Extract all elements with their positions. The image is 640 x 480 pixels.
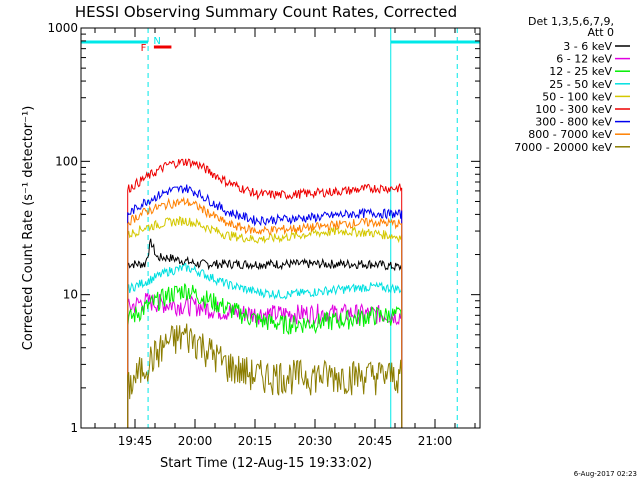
chart-title: HESSI Observing Summary Count Rates, Cor… — [75, 3, 457, 21]
legend-header: Att 0 — [588, 26, 614, 39]
legend-label: 300 - 800 keV — [535, 116, 612, 129]
series-3-6kev — [127, 238, 403, 429]
legend-label: 12 - 25 keV — [549, 65, 612, 78]
legend-label: 50 - 100 keV — [542, 90, 612, 103]
night-flag-label: N — [153, 36, 160, 47]
y-tick-label: 1 — [70, 421, 78, 435]
legend-label: 25 - 50 keV — [549, 78, 612, 91]
x-tick-label: 20:30 — [298, 434, 333, 448]
series-25-50kev — [127, 262, 403, 429]
series-300-800kev — [127, 184, 403, 429]
x-axis: 19:45 20:00 20:15 20:30 20:45 21:00 — [94, 28, 476, 448]
x-tick-label: 20:45 — [358, 434, 393, 448]
series-800-7000kev — [127, 196, 403, 429]
x-tick-label: 19:45 — [118, 434, 153, 448]
series-12-25kev — [127, 283, 403, 429]
series-6-12kev — [127, 292, 403, 429]
legend-header: Det 1,3,5,6,7,9, — [528, 15, 614, 28]
plot-frame — [80, 27, 481, 429]
footer-date: 6-Aug-2017 02:23 — [574, 470, 637, 478]
flare-flag-label: F — [141, 43, 147, 54]
legend-label: 6 - 12 keV — [556, 53, 612, 66]
series-7000-20000kev — [127, 323, 403, 429]
y-axis-label: Corrected Count Rate (s⁻¹ detector⁻¹) — [21, 106, 36, 351]
series-100-300kev — [127, 158, 403, 429]
x-axis-label: Start Time (12-Aug-15 19:33:02) — [160, 456, 372, 471]
legend-label: 7000 - 20000 keV — [514, 141, 612, 154]
series-50-100kev — [127, 215, 403, 429]
x-tick-label: 20:00 — [178, 434, 213, 448]
series-layer — [127, 158, 403, 429]
legend-label: 100 - 300 keV — [535, 103, 612, 116]
x-tick-label: 21:00 — [418, 434, 453, 448]
y-tick-label: 100 — [55, 154, 78, 168]
x-tick-label: 20:15 — [238, 434, 273, 448]
y-tick-label: 10 — [63, 288, 78, 302]
legend-label: 800 - 7000 keV — [528, 128, 612, 141]
y-tick-label: 1000 — [47, 21, 78, 35]
y-axis: 1 10 100 1000 — [47, 21, 480, 435]
legend-label: 3 - 6 keV — [563, 40, 612, 53]
